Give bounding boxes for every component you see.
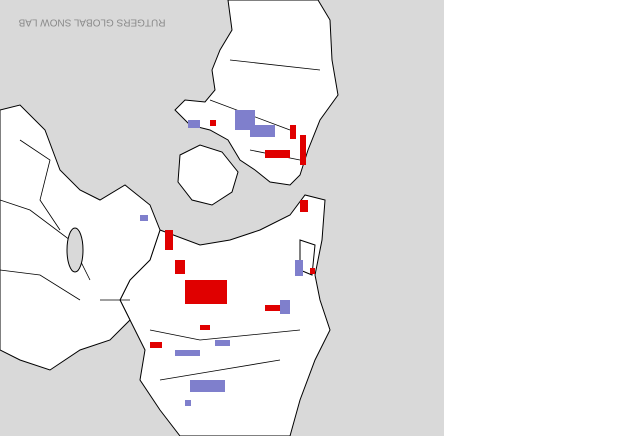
cell: [295, 260, 303, 276]
cell: [300, 135, 306, 165]
cell: [165, 230, 173, 250]
cell: [215, 340, 230, 346]
cell: [188, 120, 200, 128]
cell: [175, 350, 200, 356]
snow-decrease: [140, 110, 303, 406]
cell: [190, 380, 225, 392]
watermark: RUTGERS GLOBAL SNOW LAB: [18, 16, 165, 27]
cell: [265, 305, 280, 311]
cell: [150, 342, 162, 348]
greenland: [177, 144, 239, 206]
cell: [280, 300, 290, 314]
cell: [250, 125, 275, 137]
cell: [310, 268, 315, 274]
cell: [185, 280, 227, 304]
north-america: [174, 0, 339, 186]
caspian: [66, 227, 84, 273]
cell: [140, 215, 148, 221]
cell: [300, 200, 308, 212]
cell: [265, 150, 290, 158]
cell: [210, 120, 216, 126]
cell: [175, 260, 185, 274]
cell: [290, 125, 296, 139]
cell: [185, 400, 191, 406]
cell: [200, 325, 210, 330]
snow-increase: [150, 120, 315, 348]
